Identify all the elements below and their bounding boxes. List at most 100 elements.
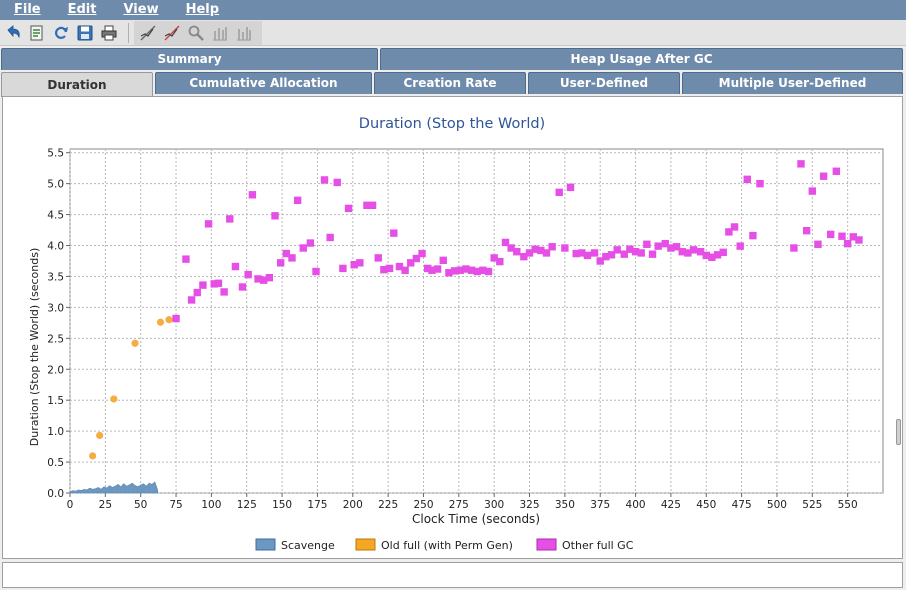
- status-bar: [2, 562, 903, 588]
- bar-chart-icon[interactable]: [210, 23, 230, 43]
- tab-cumulative-allocation[interactable]: Cumulative Allocation: [155, 72, 372, 94]
- y-axis-label: Duration (Stop the World) (seconds): [28, 248, 41, 446]
- refresh-icon[interactable]: [51, 23, 71, 43]
- bar-chart-2-icon[interactable]: [234, 23, 254, 43]
- toolbar-separator: [128, 22, 129, 43]
- x-tick-label: 550: [838, 499, 858, 511]
- other-full-gc-point: [596, 257, 604, 265]
- other-full-gc-point: [626, 245, 634, 253]
- menu-help[interactable]: Help: [185, 2, 220, 17]
- save-icon[interactable]: [75, 23, 95, 43]
- other-full-gc-point: [643, 240, 651, 248]
- other-full-gc-point: [226, 215, 234, 223]
- other-full-gc-point: [445, 269, 453, 277]
- other-full-gc-point: [231, 262, 240, 271]
- other-full-gc-point: [244, 270, 252, 279]
- other-full-gc-point: [855, 236, 863, 244]
- other-full-gc-point: [654, 242, 662, 250]
- other-full-gc-point: [490, 254, 498, 262]
- other-full-gc-point: [756, 179, 764, 188]
- other-full-gc-point: [374, 254, 382, 262]
- x-tick-label: 200: [343, 499, 363, 511]
- axes: 0 25 50 75 100 125 150 175 200 225 250 275 300 325 350…: [47, 148, 857, 511]
- data-points: [89, 160, 863, 460]
- legend-swatch-old-full: [355, 538, 376, 551]
- other-full-gc-point: [238, 283, 247, 291]
- tab-summary[interactable]: Summary: [1, 48, 378, 70]
- other-full-gc-point: [271, 212, 279, 220]
- legend-swatch-scavenge: [255, 538, 276, 551]
- other-full-gc-point: [204, 220, 213, 228]
- other-full-gc-point: [583, 251, 592, 260]
- y-tick-label: 4.5: [47, 210, 64, 222]
- zoom-region-icon[interactable]: [138, 23, 158, 43]
- y-tick-label: 3.5: [47, 271, 64, 283]
- other-full-gc-point: [613, 246, 621, 254]
- x-tick-label: 150: [272, 499, 292, 511]
- y-tick-label: 2.0: [47, 364, 64, 376]
- menu-view[interactable]: View: [123, 2, 159, 17]
- y-tick-label: 0.0: [47, 488, 64, 500]
- x-tick-label: 450: [696, 499, 716, 511]
- other-full-gc-point: [385, 264, 394, 273]
- other-full-gc-point: [689, 246, 698, 254]
- other-full-gc-point: [719, 248, 727, 257]
- other-full-gc-point: [344, 204, 353, 213]
- export-icon[interactable]: [27, 23, 47, 43]
- other-full-gc-point: [418, 249, 426, 258]
- other-full-gc-point: [462, 265, 470, 273]
- other-full-gc-point: [199, 281, 207, 289]
- tab-multiple-user-defined[interactable]: Multiple User-Defined: [682, 72, 903, 94]
- tab-duration[interactable]: Duration: [1, 72, 153, 97]
- menu-bar: File Edit View Help: [0, 0, 906, 20]
- other-full-gc-point: [214, 279, 223, 287]
- print-icon[interactable]: [99, 23, 119, 43]
- other-full-gc-point: [306, 239, 315, 247]
- resize-handle[interactable]: [896, 419, 901, 445]
- tab-creation-rate[interactable]: Creation Rate: [374, 72, 526, 94]
- other-full-gc-point: [380, 265, 388, 274]
- other-full-gc-point: [542, 249, 551, 257]
- tab-heap-usage-after-gc[interactable]: Heap Usage After GC: [380, 48, 903, 70]
- x-tick-label: 75: [169, 499, 182, 511]
- other-full-gc-point: [548, 243, 556, 251]
- y-tick-label: 0.5: [47, 457, 64, 469]
- x-tick-label: 525: [802, 499, 822, 511]
- other-full-gc-point: [826, 230, 835, 239]
- zoom-reset-icon[interactable]: [162, 23, 182, 43]
- undo-icon[interactable]: [3, 23, 23, 43]
- zoom-icon[interactable]: [186, 23, 206, 43]
- tab-user-defined[interactable]: User-Defined: [528, 72, 680, 94]
- other-full-gc-point: [172, 314, 180, 323]
- x-tick-label: 500: [767, 499, 787, 511]
- other-full-gc-point: [484, 267, 493, 276]
- legend-label-scavenge: Scavenge: [281, 539, 335, 552]
- other-full-gc-point: [838, 232, 846, 240]
- x-tick-label: 300: [484, 499, 504, 511]
- other-full-gc-point: [293, 196, 302, 205]
- other-full-gc-point: [467, 266, 476, 274]
- other-full-gc-point: [456, 266, 464, 274]
- other-full-gc-point: [501, 238, 510, 247]
- x-tick-label: 375: [590, 499, 610, 511]
- other-full-gc-point: [412, 254, 421, 263]
- other-full-gc-point: [363, 201, 371, 210]
- other-full-gc-point: [350, 260, 358, 269]
- other-full-gc-point: [661, 239, 669, 248]
- x-tick-label: 175: [307, 499, 327, 511]
- scavenge-series-area: [69, 481, 158, 494]
- old-full-point: [96, 431, 104, 440]
- chart-title: Duration (Stop the World): [359, 116, 545, 132]
- menu-file[interactable]: File: [14, 2, 41, 17]
- duration-chart: Duration (Stop the World) 0 25 50 75 100 125 1…: [28, 116, 884, 552]
- menu-edit[interactable]: Edit: [67, 2, 97, 17]
- other-full-gc-point: [790, 244, 798, 252]
- other-full-gc-point: [265, 273, 274, 282]
- other-full-gc-point: [276, 259, 285, 267]
- other-full-gc-point: [282, 249, 291, 258]
- other-full-gc-point: [749, 231, 757, 240]
- other-full-gc-point: [797, 160, 805, 168]
- other-full-gc-point: [672, 243, 681, 251]
- other-full-gc-point: [513, 248, 521, 256]
- other-full-gc-point: [433, 265, 442, 273]
